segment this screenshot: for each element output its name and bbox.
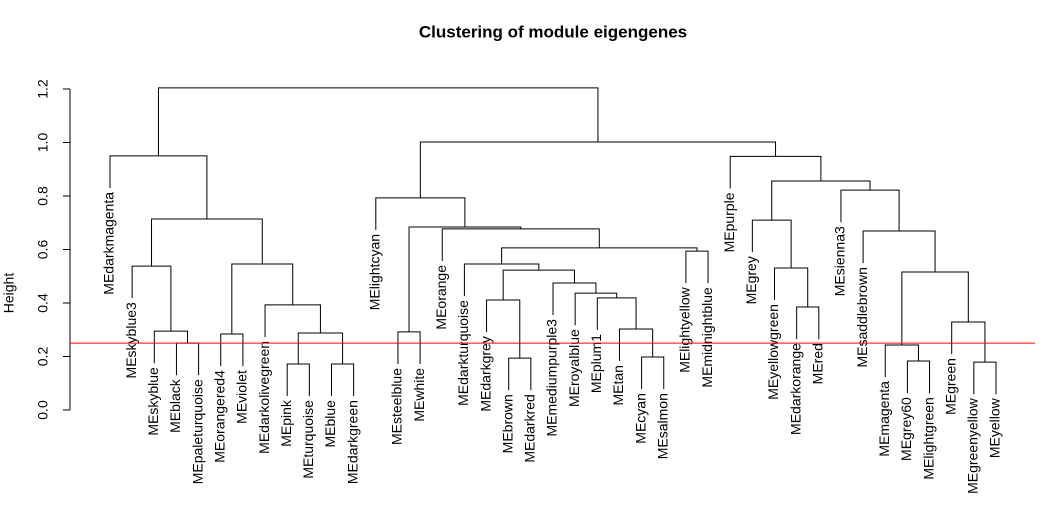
leaf-label: MEorange <box>433 265 449 330</box>
branch <box>501 247 698 264</box>
leaf-label: MEdarkolivegreen <box>256 341 272 454</box>
y-tick-label: 0.4 <box>35 293 51 313</box>
leaf-label: MEsaddlebrown <box>854 267 870 367</box>
leaf-label: MEskyblue <box>145 367 161 436</box>
branch <box>574 292 618 326</box>
leaf-label: MEorangered4 <box>211 370 227 463</box>
branch <box>157 87 599 156</box>
branch <box>840 189 900 232</box>
leaf-label: MEdarkmagenta <box>101 192 117 295</box>
leaf-label: MEgrey60 <box>898 397 914 461</box>
leaf-label: MElightyellow <box>677 286 693 372</box>
branch <box>231 263 294 335</box>
branch <box>771 180 871 221</box>
branch <box>419 141 777 198</box>
branch <box>508 357 532 391</box>
branch <box>685 250 709 284</box>
y-tick-label: 1.0 <box>35 133 51 153</box>
leaf-label: MEblue <box>322 400 338 448</box>
branch <box>220 333 244 367</box>
branch <box>153 330 189 364</box>
branch <box>729 155 822 189</box>
leaf-label: MEplum1 <box>588 334 604 393</box>
leaf-label: MEdarkgrey <box>477 336 493 411</box>
branch <box>297 332 344 364</box>
y-tick-label: 0.6 <box>35 240 51 260</box>
leaf-label: MEdarkgreen <box>344 400 360 484</box>
branch <box>502 269 575 301</box>
leaf-label: MEred <box>810 343 826 384</box>
branch <box>618 328 654 362</box>
leaf-label: MEsienna3 <box>832 226 848 296</box>
leaf-label: MEskyblue3 <box>123 302 139 378</box>
branch <box>264 304 321 337</box>
branch <box>151 218 263 267</box>
leaf-label: MEdarkred <box>522 394 538 462</box>
branch <box>552 282 597 316</box>
leaf-label: MEmidnightblue <box>699 287 715 388</box>
leaf-label: MEbrown <box>499 394 515 453</box>
leaf-label: MEpaleturquoise <box>189 379 205 484</box>
chart-title: Clustering of module eigengenes <box>419 22 687 41</box>
branch <box>397 331 421 364</box>
branch <box>286 363 310 397</box>
leaf-label: MEcyan <box>632 393 648 444</box>
leaf-label: MElightcyan <box>367 234 383 310</box>
leaf-label: MEyellowgreen <box>765 304 781 400</box>
leaf-label: MEsalmon <box>654 393 670 459</box>
leaf-label: MEviolet <box>234 370 250 424</box>
leaf-label: MEgreen <box>942 358 958 415</box>
branch <box>906 360 931 394</box>
leaf-label: MEroyalblue <box>566 329 582 407</box>
leaf-label: MEmagenta <box>876 381 892 457</box>
leaf-label: MEmediumpurple3 <box>544 319 560 437</box>
branch <box>862 230 936 272</box>
leaf-label: MEtan <box>610 365 626 405</box>
leaf-label: MEdarkorange <box>787 343 803 435</box>
leaf-label: MEsteelblue <box>389 368 405 445</box>
leaf-label: MEturquoise <box>300 400 316 479</box>
branch <box>596 297 637 331</box>
y-tick-label: 0.2 <box>35 347 51 367</box>
branch <box>109 155 208 220</box>
leaf-label: MEgrey <box>743 256 759 304</box>
leaf-label: MEwhite <box>411 368 427 422</box>
branch <box>331 363 355 397</box>
branch <box>441 228 600 262</box>
leaf-label: MEpink <box>278 399 294 447</box>
branch <box>973 361 997 395</box>
branch <box>175 342 200 376</box>
leaf-label: MEpurple <box>721 192 737 252</box>
leaf-label: MEgreenyellow <box>965 397 981 494</box>
leaf-label: MEdarkturquoise <box>455 300 471 406</box>
leaf-label: MEyellow <box>987 397 1003 458</box>
branch <box>901 271 969 345</box>
y-tick-label: 1.2 <box>35 79 51 99</box>
branch <box>641 356 665 390</box>
branch <box>375 197 466 230</box>
y-tick-label: 0.0 <box>35 400 51 420</box>
y-axis-label: Height <box>1 273 17 314</box>
branch <box>951 321 986 363</box>
branch <box>463 263 540 297</box>
y-tick-label: 0.8 <box>35 186 51 206</box>
branch <box>774 267 809 308</box>
leaf-label: MEblack <box>167 378 183 433</box>
leaf-label: MElightgreen <box>920 397 936 480</box>
branch <box>796 306 820 340</box>
